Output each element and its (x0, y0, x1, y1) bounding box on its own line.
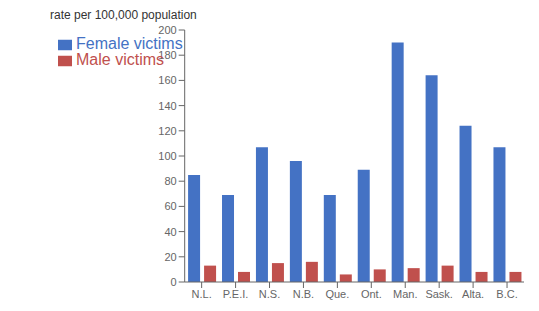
svg-text:Sask.: Sask. (425, 288, 453, 300)
svg-text:40: 40 (164, 226, 176, 238)
svg-text:Ont.: Ont. (361, 288, 382, 300)
svg-text:N.B.: N.B. (293, 288, 314, 300)
svg-text:N.S.: N.S. (259, 288, 280, 300)
svg-text:120: 120 (158, 125, 176, 137)
svg-text:180: 180 (158, 49, 176, 61)
svg-text:20: 20 (164, 251, 176, 263)
svg-text:80: 80 (164, 175, 176, 187)
svg-text:160: 160 (158, 74, 176, 86)
svg-text:B.C.: B.C. (496, 288, 517, 300)
html-text:rate per 100,000 population: rate per 100,000 population (50, 8, 197, 22)
svg-text:Que.: Que. (325, 288, 349, 300)
svg-text:140: 140 (158, 100, 176, 112)
svg-text:Man.: Man. (393, 288, 417, 300)
svg-text:100: 100 (158, 150, 176, 162)
svg-text:N.L.: N.L. (192, 288, 212, 300)
svg-text:Alta.: Alta. (462, 288, 484, 300)
svg-text:200: 200 (158, 24, 176, 36)
svg-text:0: 0 (171, 276, 177, 288)
svg-text:60: 60 (164, 200, 176, 212)
html-text:Female victims: Female victims (76, 35, 183, 52)
svg-text:P.E.I.: P.E.I. (223, 288, 248, 300)
html-text:Male victims: Male victims (76, 51, 164, 68)
